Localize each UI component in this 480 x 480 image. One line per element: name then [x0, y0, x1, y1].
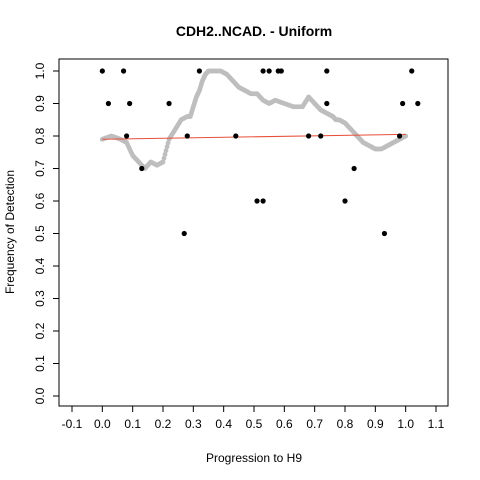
data-point	[124, 133, 130, 139]
y-tick-label: 1.0	[33, 62, 47, 79]
data-point	[99, 68, 105, 74]
y-tick-label: 0.0	[33, 387, 47, 404]
x-tick-label: 0.2	[155, 417, 172, 431]
data-point	[233, 133, 239, 139]
smooth-point	[162, 152, 168, 157]
data-point	[400, 100, 406, 107]
data-point	[127, 100, 133, 107]
y-tick-label: 0.8	[33, 127, 47, 144]
x-tick-label: 1.1	[428, 417, 445, 431]
x-tick-label: 0.4	[215, 417, 232, 431]
x-tick-label: 0.8	[337, 417, 354, 431]
chart-title: CDH2..NCAD. - Uniform	[176, 23, 332, 39]
x-tick-label: 0.6	[276, 417, 293, 431]
data-point	[266, 68, 272, 74]
plot-marks	[99, 68, 421, 237]
data-point	[278, 68, 284, 74]
data-point	[196, 68, 202, 74]
trend-line	[102, 133, 406, 140]
data-point	[260, 198, 266, 204]
x-tick-label: 0.0	[94, 417, 111, 431]
y-axis: 0.0 0.1 0.2 0.3 0.4 0.5 0.6 0.7 0.8 0.9 1.0	[33, 62, 59, 404]
y-tick-label: 0.1	[33, 355, 47, 372]
data-point	[254, 198, 260, 204]
y-axis-label: Frequency of Detection	[3, 170, 17, 294]
smooth-point	[165, 140, 171, 146]
x-axis-label: Progression to H9	[206, 451, 302, 465]
x-tick-label: 0.9	[367, 417, 384, 431]
smooth-point	[160, 159, 166, 165]
x-axis: -0.1 0.0 0.1 0.2 0.3 0.4 0.5 0.6 0.7 0.8 0.9 1.0 1.1	[62, 406, 445, 431]
x-tick-label: 0.7	[306, 417, 323, 431]
smooth-point	[164, 144, 170, 150]
data-point	[409, 68, 415, 74]
data-point	[181, 230, 187, 237]
data-point	[166, 100, 172, 107]
data-point	[342, 198, 348, 204]
x-tick-label: 1.0	[397, 417, 414, 431]
y-tick-label: 0.9	[33, 95, 47, 112]
y-tick-label: 0.6	[33, 192, 47, 209]
data-point	[415, 100, 421, 107]
data-point	[306, 133, 312, 139]
data-point	[120, 68, 127, 74]
data-point	[318, 133, 324, 139]
data-point	[139, 165, 145, 172]
data-point	[324, 100, 330, 107]
data-point	[397, 133, 403, 139]
y-tick-label: 0.4	[33, 257, 47, 274]
y-tick-label: 0.3	[33, 290, 47, 307]
plot-area-border	[58, 58, 449, 407]
data-point	[324, 68, 330, 74]
x-tick-label: -0.1	[62, 417, 83, 431]
data-point	[260, 68, 266, 74]
y-tick-label: 0.7	[33, 160, 47, 177]
y-tick-label: 0.5	[33, 225, 47, 242]
smooth-point	[161, 155, 167, 161]
data-point	[351, 165, 357, 172]
x-tick-label: 0.3	[185, 417, 202, 431]
y-tick-label: 0.2	[33, 322, 47, 339]
x-tick-label: 0.5	[246, 417, 263, 431]
data-point	[105, 100, 111, 107]
data-point	[381, 230, 388, 237]
smooth-point	[163, 148, 169, 154]
x-tick-label: 0.1	[124, 417, 141, 431]
data-point	[184, 133, 190, 139]
